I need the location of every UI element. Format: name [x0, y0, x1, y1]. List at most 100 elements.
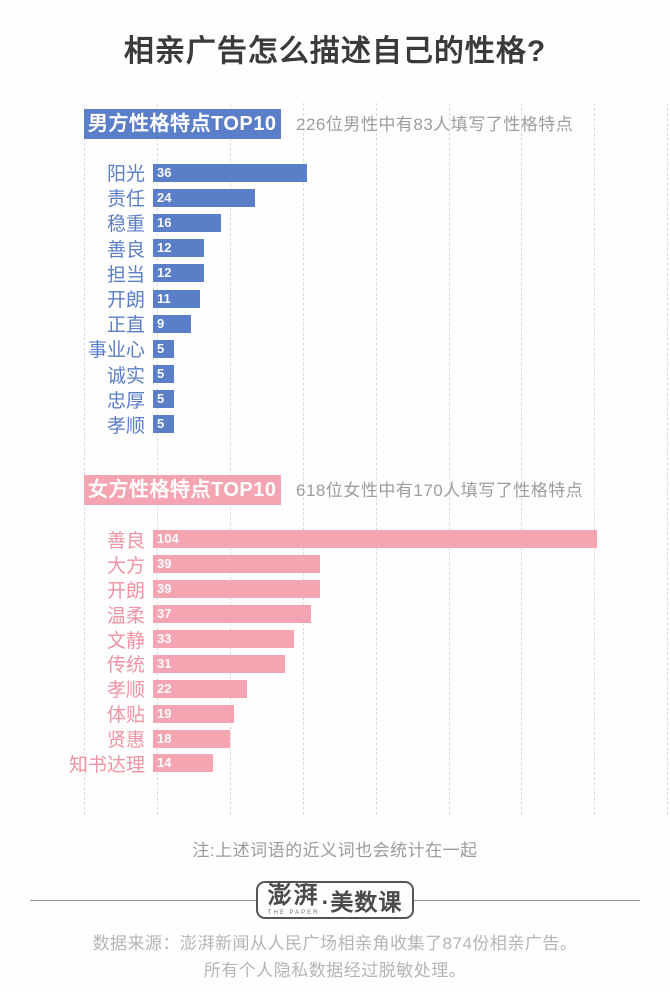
value-label: 9 [157, 315, 165, 331]
brand-logo: 澎湃 THE PAPER ·美数课 [255, 881, 415, 919]
category-label: 事业心 [87, 340, 145, 362]
value-label: 11 [157, 290, 171, 306]
data-source-line2: 所有个人隐私数据经过脱敏处理。 [203, 961, 467, 980]
bar: 12 [153, 264, 205, 283]
bar-row: 贤惠 18 [0, 726, 670, 751]
value-label: 12 [157, 265, 172, 281]
brand-logo-cn-wrap: 澎湃 THE PAPER [267, 882, 320, 917]
male-chart-badge: 男方性格特点TOP10 [84, 109, 281, 139]
bar-row: 正直 9 [0, 311, 670, 336]
bar: 39 [153, 580, 320, 599]
value-label: 104 [157, 531, 179, 547]
bar-row: 传统 31 [0, 651, 670, 676]
bar: 5 [153, 339, 175, 358]
category-label: 责任 [106, 189, 145, 211]
female-chart-subtitle: 618位女性中有170人填写了性格特点 [296, 481, 584, 500]
value-label: 24 [157, 189, 172, 205]
bar: 12 [153, 239, 205, 258]
page-title: 相亲广告怎么描述自己的性格? [123, 35, 547, 68]
category-label: 文静 [106, 630, 145, 652]
bar-row: 事业心 5 [0, 336, 670, 361]
category-label: 孝顺 [106, 680, 145, 702]
value-label: 12 [157, 240, 172, 256]
brand-logo-row: 澎湃 THE PAPER ·美数课 [30, 876, 641, 924]
category-label: 开朗 [106, 290, 145, 312]
bar-row: 善良 104 [0, 527, 670, 552]
female-chart-badge: 女方性格特点TOP10 [84, 475, 281, 505]
bar: 16 [153, 213, 222, 232]
bar: 22 [153, 679, 247, 698]
value-label: 16 [157, 214, 172, 230]
bar: 19 [153, 704, 235, 723]
value-label: 14 [157, 755, 172, 771]
category-label: 善良 [106, 239, 145, 261]
male-chart-rows: 阳光 36 责任 24 稳重 16 善良 12 担当 12 开朗 11 正直 9 事业心 5 诚实 5 忠厚 5 孝顺 5 [0, 160, 670, 437]
grid-line [375, 103, 377, 815]
category-label: 正直 [106, 315, 145, 337]
value-label: 5 [157, 366, 165, 382]
grid-lines [0, 103, 670, 815]
value-label: 39 [157, 581, 172, 597]
bar: 5 [153, 390, 175, 409]
category-label: 善良 [106, 530, 145, 552]
category-label: 知书达理 [68, 754, 145, 776]
brand-logo-cn: 澎湃 [267, 882, 320, 909]
brand-logo-en: THE PAPER [267, 910, 320, 916]
value-label: 18 [157, 730, 172, 746]
category-label: 开朗 [106, 580, 145, 602]
data-source: 数据来源：澎湃新闻从人民广场相亲角收集了874份相亲广告。 所有个人隐私数据经过… [0, 930, 670, 984]
bar-row: 大方 39 [0, 552, 670, 577]
footnote: 注:上述词语的近义词也会统计在一起 [192, 841, 478, 860]
value-label: 31 [157, 655, 172, 671]
bar: 18 [153, 729, 230, 748]
value-label: 36 [157, 164, 172, 180]
bar-row: 阳光 36 [0, 160, 670, 185]
category-label: 孝顺 [106, 415, 145, 437]
value-label: 33 [157, 631, 172, 646]
bar-row: 诚实 5 [0, 362, 670, 387]
grid-line [448, 103, 450, 815]
bar-row: 孝顺 5 [0, 412, 670, 437]
bar-row: 孝顺 22 [0, 676, 670, 701]
grid-line [302, 103, 304, 815]
bar-row: 知书达理 14 [0, 751, 670, 776]
bar: 5 [153, 415, 175, 434]
bar-row: 开朗 39 [0, 577, 670, 602]
grid-line [667, 103, 669, 815]
bar-row: 责任 24 [0, 185, 670, 210]
bar-row: 稳重 16 [0, 210, 670, 235]
grid-line [594, 103, 596, 815]
category-label: 担当 [106, 264, 145, 286]
value-label: 5 [157, 340, 165, 356]
value-label: 37 [157, 606, 172, 622]
category-label: 贤惠 [106, 730, 145, 752]
category-label: 阳光 [106, 164, 145, 186]
bar: 5 [153, 365, 175, 384]
category-label: 体贴 [106, 705, 145, 727]
logo-divider-right [414, 899, 641, 901]
bar: 39 [153, 555, 320, 574]
category-label: 传统 [106, 655, 145, 677]
bar-row: 体贴 19 [0, 701, 670, 726]
grid-line [521, 103, 523, 815]
bar: 36 [153, 163, 307, 182]
category-label: 大方 [106, 555, 145, 577]
bar-row: 开朗 11 [0, 286, 670, 311]
value-label: 5 [157, 416, 165, 432]
bar: 31 [153, 654, 286, 673]
category-label: 稳重 [106, 214, 145, 236]
logo-divider-left [30, 899, 256, 901]
value-label: 22 [157, 680, 172, 696]
grid-line [156, 103, 158, 815]
bar-row: 担当 12 [0, 261, 670, 286]
grid-line [229, 103, 231, 815]
bar: 9 [153, 314, 192, 333]
bar: 37 [153, 605, 311, 624]
bar-row: 忠厚 5 [0, 387, 670, 412]
value-label: 5 [157, 391, 165, 407]
bar: 14 [153, 754, 213, 773]
bar: 104 [153, 530, 598, 549]
bar: 24 [153, 188, 256, 207]
data-source-line1: 数据来源：澎湃新闻从人民广场相亲角收集了874份相亲广告。 [92, 934, 578, 953]
